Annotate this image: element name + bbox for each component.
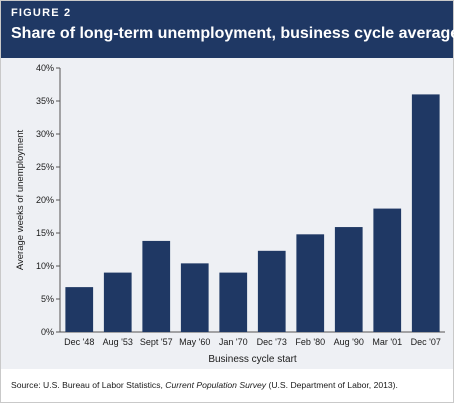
source-publication: Current Population Survey bbox=[165, 380, 267, 390]
source-note: Source: U.S. Bureau of Labor Statistics,… bbox=[11, 380, 398, 390]
bar bbox=[257, 250, 286, 332]
x-tick-label: Dec '07 bbox=[411, 337, 441, 347]
y-tick-label: 40% bbox=[36, 63, 54, 73]
y-tick-label: 0% bbox=[41, 327, 54, 337]
y-tick-label: 10% bbox=[36, 261, 54, 271]
x-tick-label: Dec '73 bbox=[257, 337, 287, 347]
source-prefix: Source: U.S. Bureau of Labor Statistics, bbox=[11, 380, 166, 390]
bar bbox=[411, 94, 440, 333]
bar-chart: 0% 5% 10% 15% 20% 25% 30% 35% 40% Dec '48 Aug '53 S… bbox=[15, 63, 445, 365]
bar bbox=[103, 272, 132, 332]
bar bbox=[142, 240, 171, 332]
bar bbox=[334, 227, 363, 332]
x-tick-label: May '60 bbox=[179, 337, 210, 347]
bar bbox=[296, 234, 325, 332]
x-tick-label: Sept '57 bbox=[140, 337, 173, 347]
figure-label: FIGURE 2 bbox=[11, 7, 72, 19]
y-tick-label: 15% bbox=[36, 228, 54, 238]
x-tick-label: Dec '48 bbox=[64, 337, 94, 347]
y-tick-label: 5% bbox=[41, 294, 54, 304]
source-suffix: (U.S. Department of Labor, 2013). bbox=[266, 380, 398, 390]
x-tick-label: Mar '01 bbox=[372, 337, 402, 347]
figure-header: FIGURE 2 Share of long-term unemployment… bbox=[1, 1, 454, 58]
x-axis-title: Business cycle start bbox=[208, 354, 297, 365]
x-tick-label: Aug '90 bbox=[334, 337, 364, 347]
bar bbox=[65, 287, 94, 332]
bar bbox=[180, 263, 209, 332]
y-tick-label: 35% bbox=[36, 96, 54, 106]
x-tick-label: Aug '53 bbox=[103, 337, 133, 347]
x-tick-label: Feb '80 bbox=[295, 337, 325, 347]
bar bbox=[219, 272, 248, 332]
y-tick-label: 20% bbox=[36, 195, 54, 205]
y-tick-label: 30% bbox=[36, 129, 54, 139]
x-tick-label: Jan '70 bbox=[219, 337, 248, 347]
bar bbox=[373, 208, 402, 332]
chart-title: Share of long-term unemployment, busines… bbox=[11, 25, 454, 42]
y-axis-title: Average weeks of unemployment bbox=[15, 129, 26, 270]
y-tick-label: 25% bbox=[36, 162, 54, 172]
